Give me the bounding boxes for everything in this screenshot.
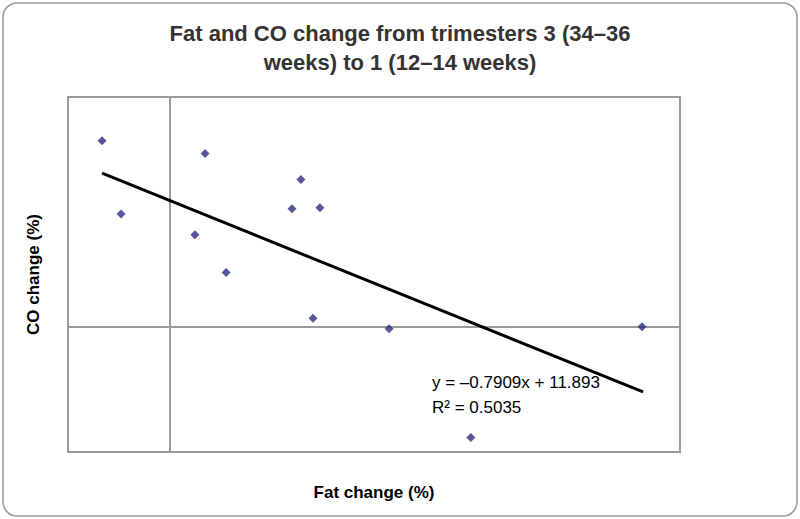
svg-text:R² = 0.5035: R² = 0.5035 <box>432 398 521 417</box>
svg-text:CO change (%): CO change (%) <box>24 214 43 335</box>
svg-text:Fat and CO change from trimest: Fat and CO change from trimesters 3 (34–… <box>170 21 631 46</box>
svg-text:Fat change (%): Fat change (%) <box>314 483 435 502</box>
svg-text:y = –0.7909x + 11.893: y = –0.7909x + 11.893 <box>432 373 600 392</box>
svg-text:weeks) to 1 (12–14 weeks): weeks) to 1 (12–14 weeks) <box>263 50 537 75</box>
